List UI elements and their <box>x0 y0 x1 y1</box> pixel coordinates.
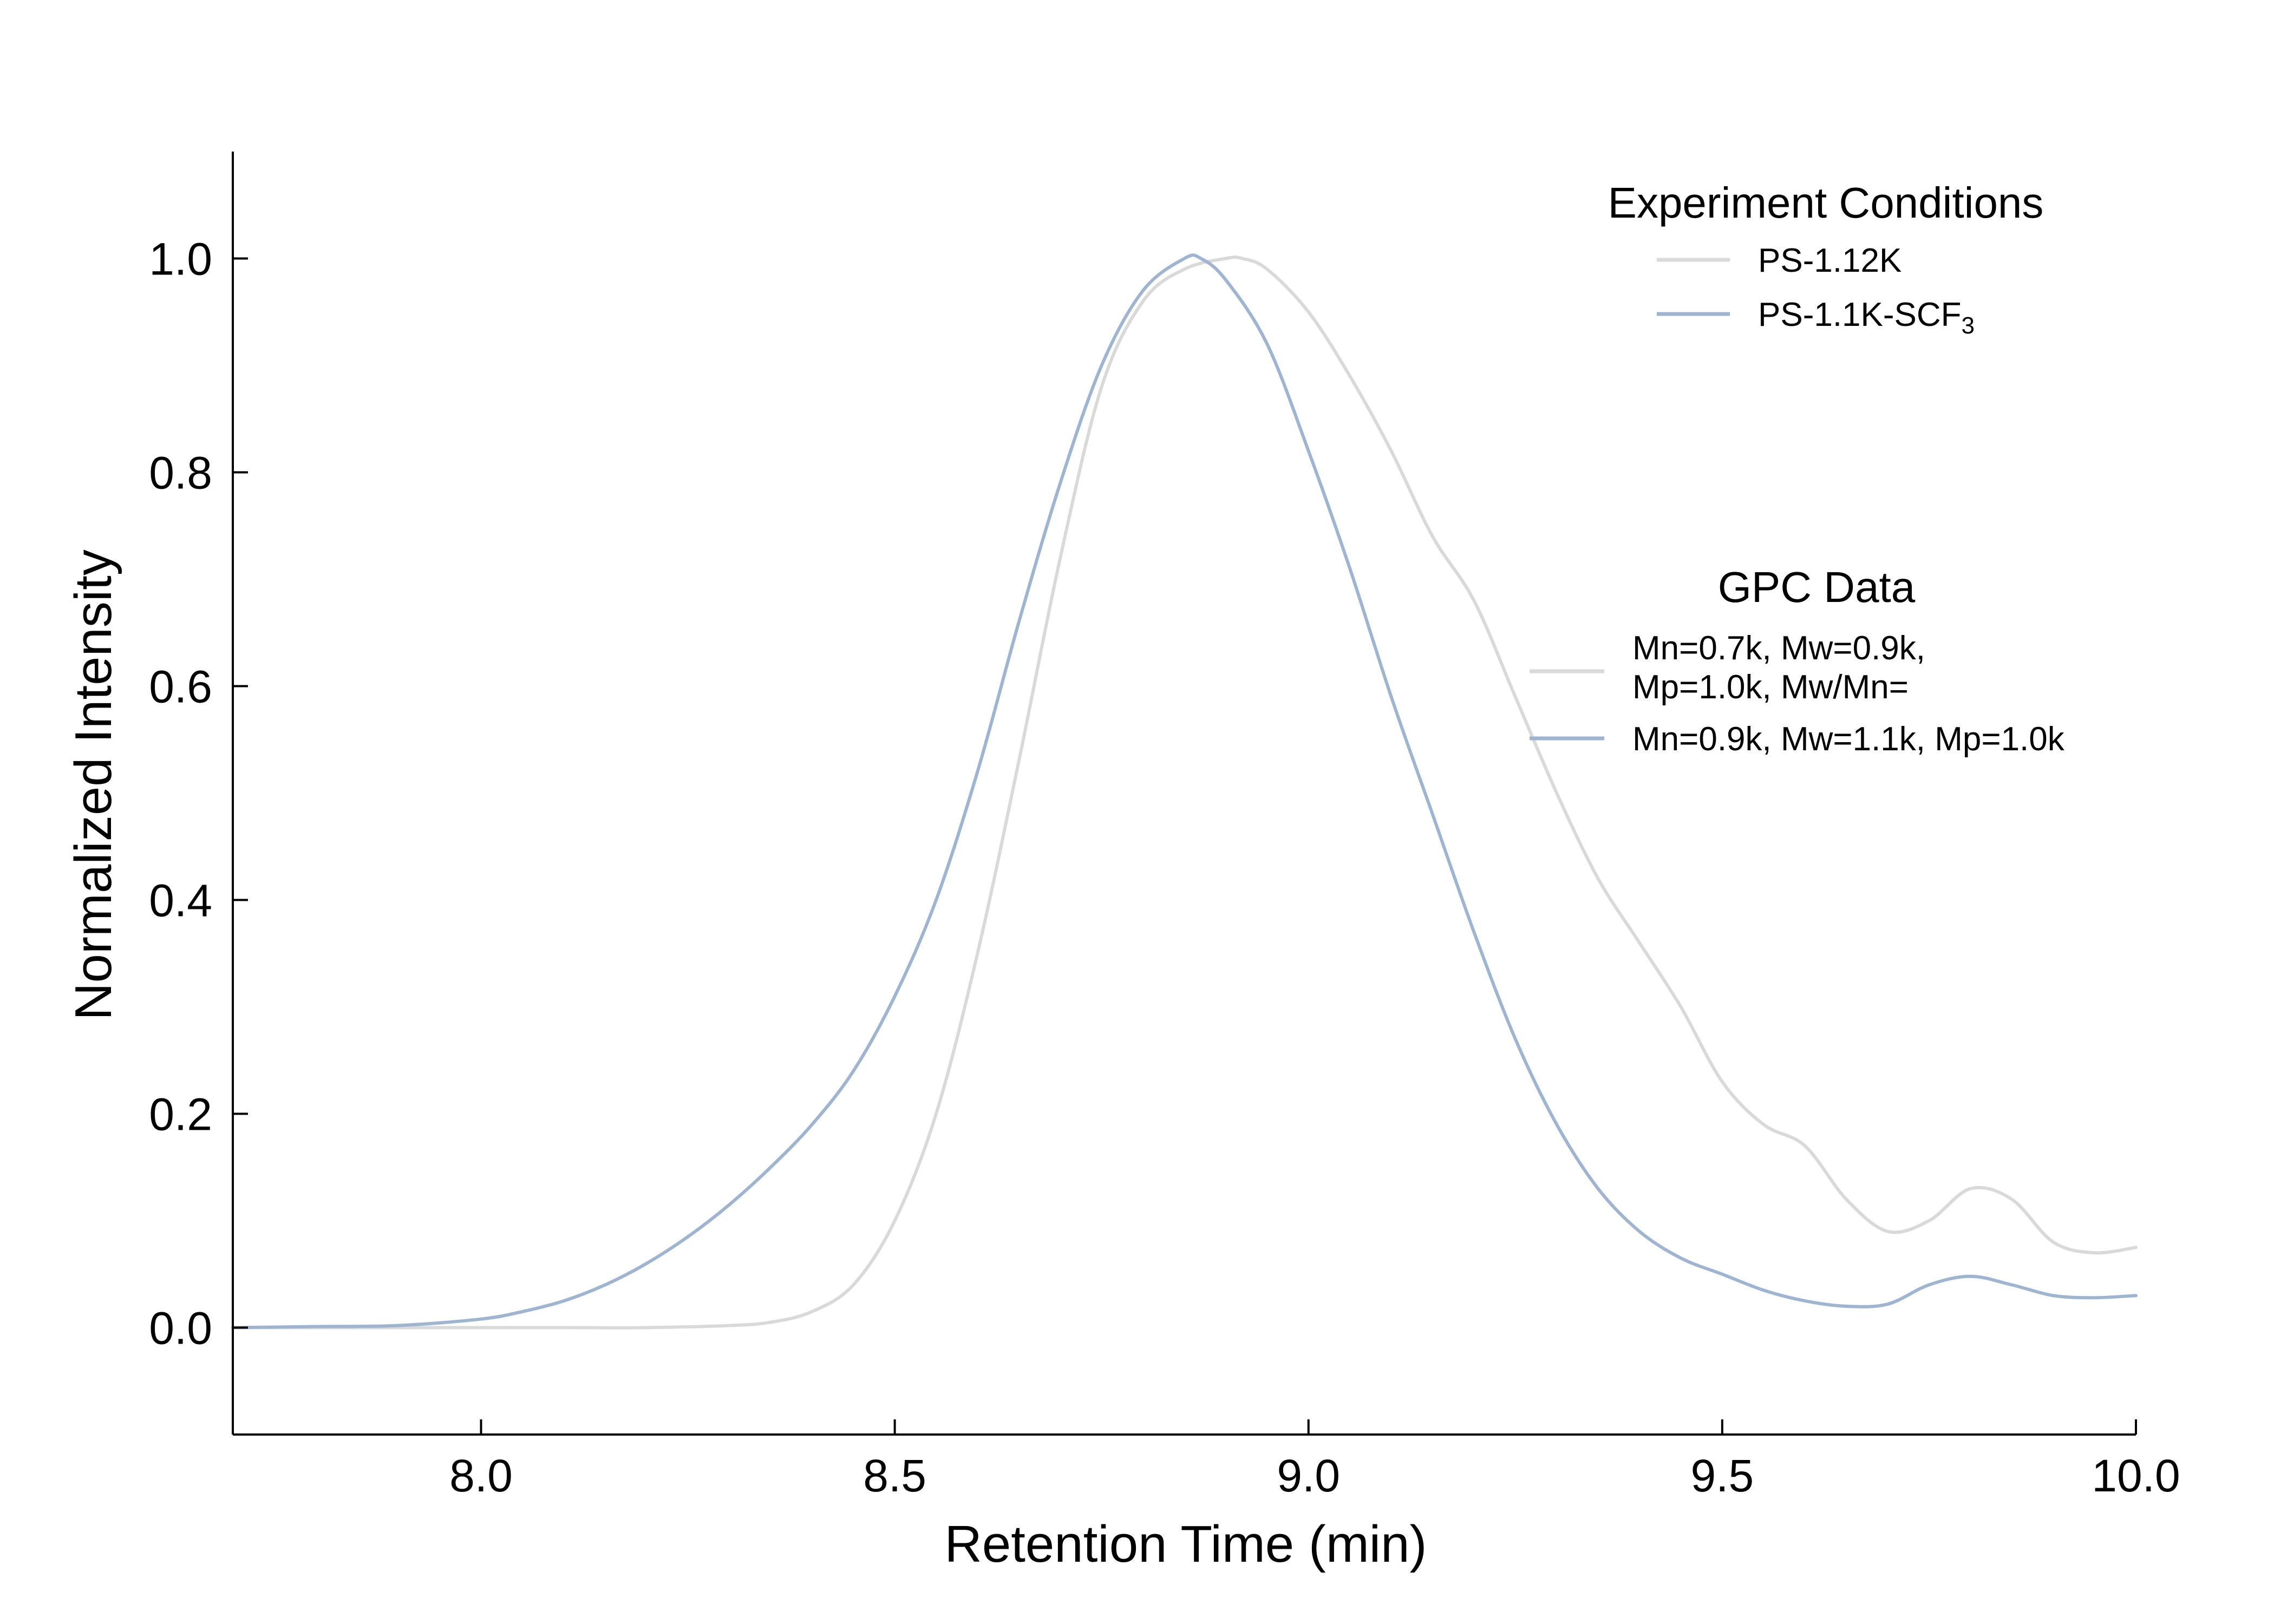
y-axis-title: Normalized Intensity <box>64 549 122 1020</box>
legend-label-gpc-ps-1-1k-scf3: Mn=0.9k, Mw=1.1k, Mp=1.0k <box>1632 721 2065 758</box>
x-tick-label: 10.0 <box>2092 1450 2180 1501</box>
legend-gpc-data: GPC Data Mn=0.7k, Mw=0.9k, Mp=1.0k, Mw/M… <box>1530 563 2065 758</box>
legend-label-ps-1-12k: PS-1.12K <box>1758 242 1901 279</box>
x-tick-label: 9.5 <box>1690 1450 1754 1501</box>
legend-label-gpc-ps-1-12k-line2: Mp=1.0k, Mw/Mn= <box>1632 669 1909 706</box>
legend-label-ps-1-1k-scf3: PS-1.1K-SCF3 <box>1758 296 1975 339</box>
y-tick-label: 0.4 <box>149 875 212 926</box>
y-tick-label: 0.0 <box>149 1303 212 1354</box>
series-line-ps-1-12k <box>231 256 2138 1330</box>
axis-ticks: 8.0 8.5 9.0 9.5 10.0 0.0 0.2 0.4 0.6 0.8 1.0 <box>149 234 2180 1502</box>
legend-label-gpc-ps-1-12k-line1: Mn=0.7k, Mw=0.9k, <box>1632 630 1925 667</box>
y-tick-label: 1.0 <box>149 234 212 285</box>
x-tick-label: 8.0 <box>449 1450 513 1501</box>
legend-title: GPC Data <box>1718 563 1916 611</box>
y-tick-label: 0.8 <box>149 448 212 499</box>
x-tick-label: 9.0 <box>1277 1450 1340 1501</box>
y-tick-label: 0.6 <box>149 662 212 712</box>
x-tick-label: 8.5 <box>863 1450 926 1501</box>
x-axis-title: Retention Time (min) <box>945 1515 1427 1573</box>
axes <box>232 152 2136 1436</box>
y-tick-label: 0.2 <box>149 1089 212 1140</box>
legend-title: Experiment Conditions <box>1608 179 2044 227</box>
series-line-ps-1-1k-scf3 <box>231 253 2138 1330</box>
legend-experiment-conditions: Experiment Conditions PS-1.12K PS-1.1K-S… <box>1608 179 2044 339</box>
series-lines <box>231 253 2138 1330</box>
